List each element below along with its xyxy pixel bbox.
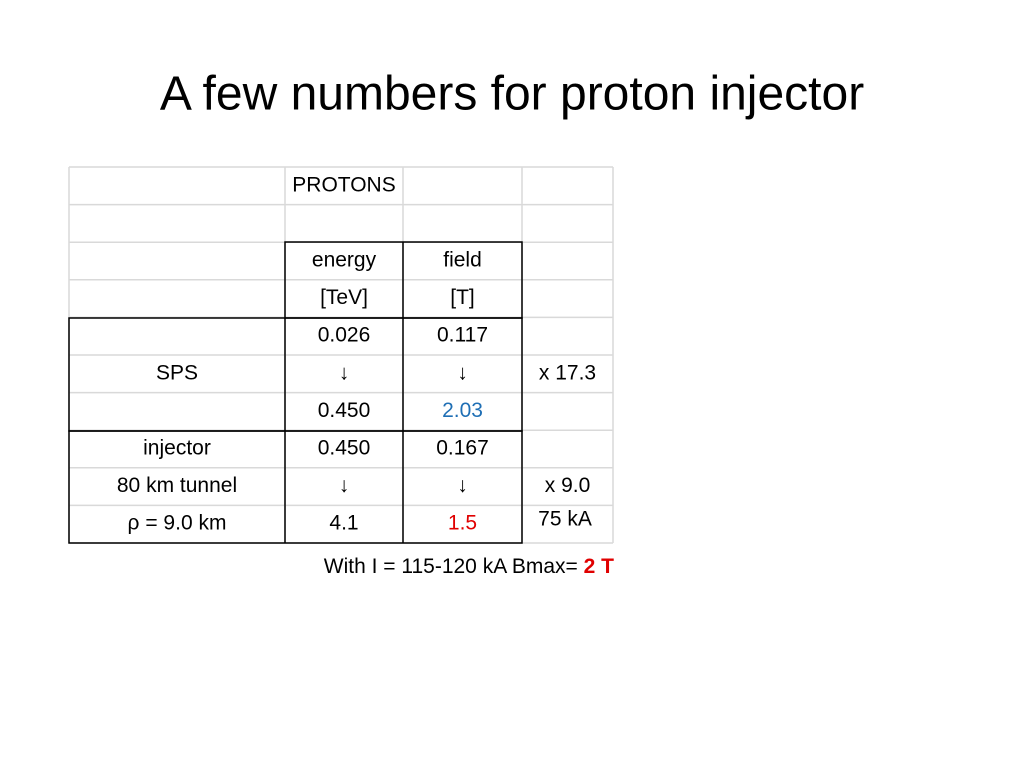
table-cell: 80 km tunnel — [117, 474, 237, 497]
table-cell: ρ = 9.0 km — [128, 512, 227, 535]
table-cell: [TeV] — [320, 286, 368, 309]
note: With I = 115-120 kA Bmax= 2 T — [324, 555, 614, 578]
table-cells: PROTONS energy field [TeV] [T] 0.026 0.117 SPS ↓… — [117, 173, 596, 534]
table-cell: ↓ — [457, 474, 468, 497]
table-cell: 0.450 — [318, 399, 371, 422]
table-frames — [68, 241, 523, 544]
table-cell: ↓ — [339, 474, 350, 497]
table-cell: 1.5 — [448, 512, 477, 535]
table-cell: SPS — [156, 361, 198, 384]
table-cell: x 9.0 — [545, 474, 591, 497]
table-cell: 4.1 — [329, 512, 358, 535]
table-cell: energy — [312, 249, 377, 272]
slide-title: A few numbers for proton injector — [160, 68, 864, 121]
table-cell: 0.026 — [318, 324, 371, 347]
table-cell: 75 kA — [538, 508, 592, 531]
table-cell: field — [443, 249, 482, 272]
note-emphasis: 2 T — [584, 555, 615, 578]
table-cell: 2.03 — [442, 399, 483, 422]
table-cell: x 17.3 — [539, 361, 596, 384]
table-cell: 0.117 — [437, 324, 488, 347]
table-cell: PROTONS — [292, 173, 395, 196]
table-cell: ↓ — [457, 361, 468, 384]
note-text: With I = 115-120 kA Bmax= — [324, 555, 584, 578]
injector-frame — [68, 430, 523, 544]
table-cell: 0.167 — [436, 437, 489, 460]
table-cell: injector — [143, 437, 211, 460]
table-cell: 0.450 — [318, 437, 371, 460]
table-cell: ↓ — [339, 361, 350, 384]
table-cell: [T] — [450, 286, 475, 309]
